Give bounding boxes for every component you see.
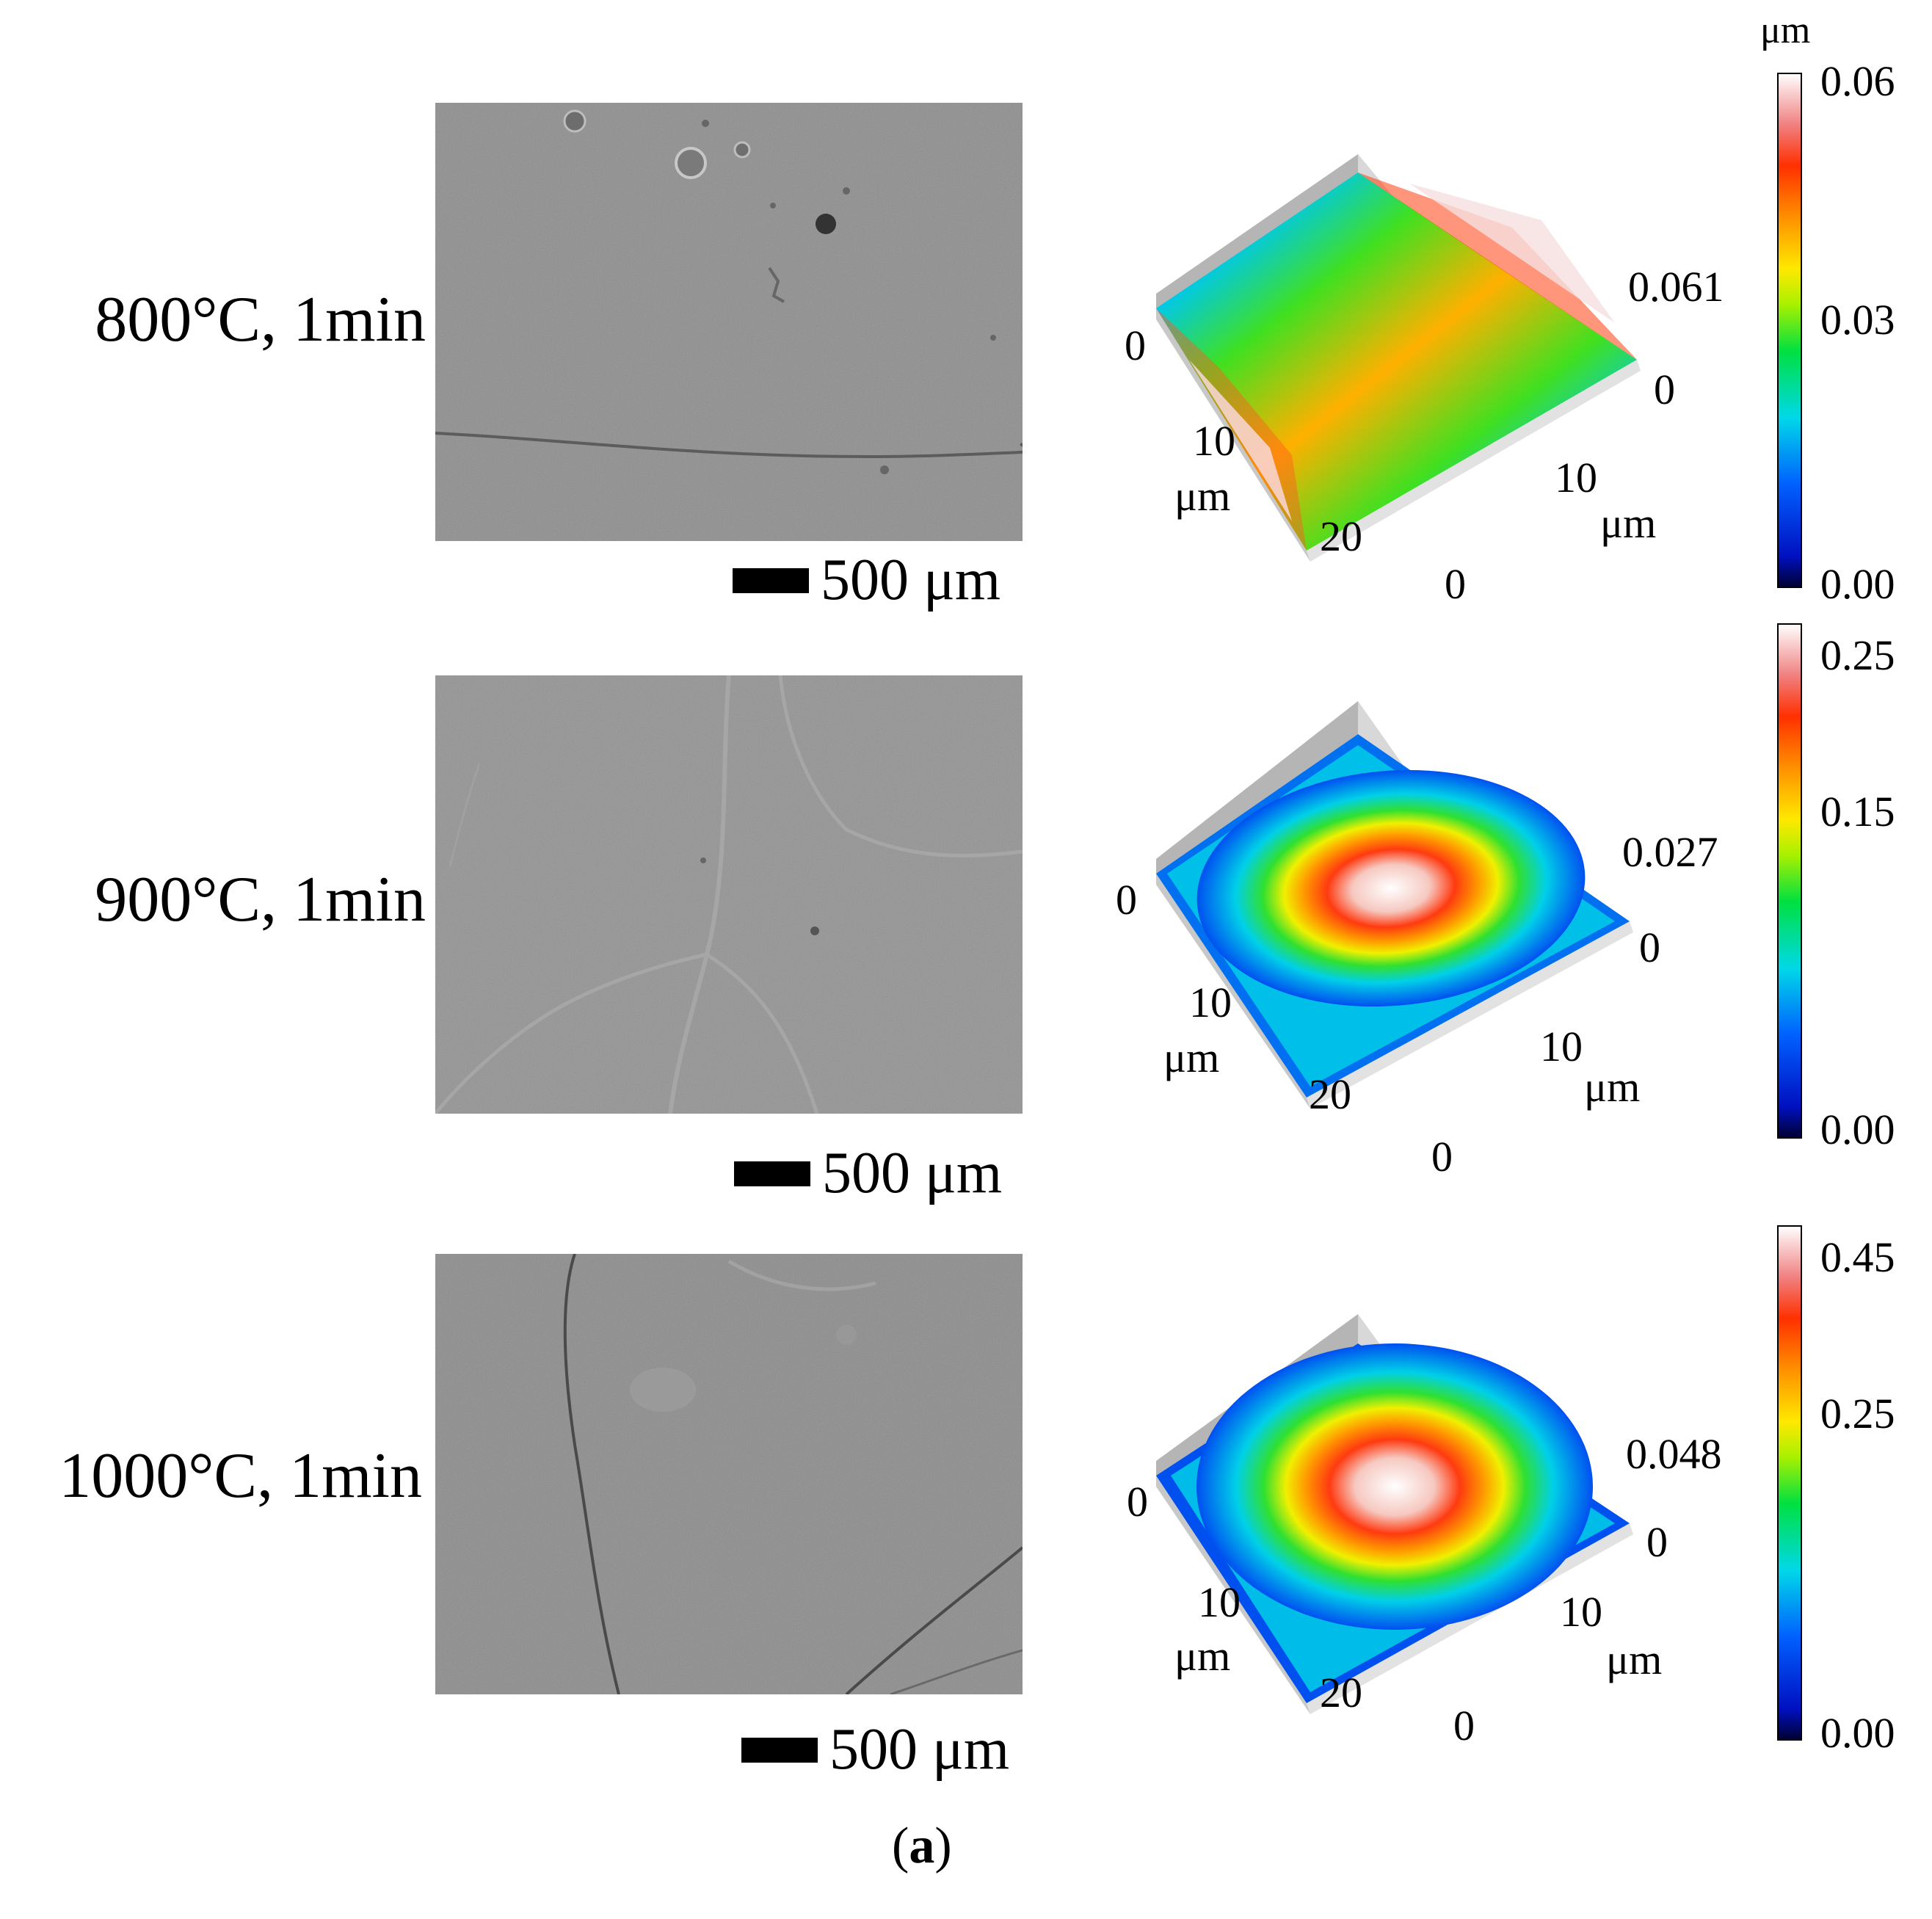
row-label-800: 800°C, 1min bbox=[95, 284, 426, 355]
afm-y-tick: 10 bbox=[1560, 1588, 1602, 1636]
afm-3d-plot-900: 0 10 μm 20 0 0.027 0 10 μm bbox=[1101, 701, 1762, 1180]
afm-x-unit: μm bbox=[1174, 472, 1230, 520]
colorbar-min: 0.00 bbox=[1820, 1709, 1895, 1757]
figure-caption: (a) bbox=[892, 1818, 952, 1874]
colorbar-max: 0.45 bbox=[1820, 1233, 1895, 1281]
afm-x-tick: 10 bbox=[1193, 417, 1235, 465]
afm-x-tick: 10 bbox=[1189, 979, 1232, 1026]
scale-bar-label: 500 μm bbox=[829, 1717, 1010, 1782]
sem-image-1000 bbox=[435, 1254, 1023, 1694]
colorbar-min: 0.00 bbox=[1820, 560, 1895, 608]
scale-bar bbox=[733, 568, 809, 593]
afm-3d-plot-800: 0 10 μm 20 0 0.061 0 10 μm bbox=[1101, 139, 1762, 617]
afm-x-tick: 20 bbox=[1320, 1669, 1362, 1716]
colorbar-1000: 0.45 0.25 0.00 bbox=[1754, 1219, 1931, 1806]
afm-surface bbox=[1156, 173, 1637, 551]
afm-x-unit: μm bbox=[1163, 1034, 1219, 1081]
colorbar-max: 0.25 bbox=[1820, 631, 1895, 679]
afm-x-tick: 20 bbox=[1320, 512, 1362, 560]
scale-bar bbox=[741, 1738, 818, 1763]
afm-x-tick: 0 bbox=[1125, 322, 1146, 369]
afm-y-tick: 0 bbox=[1639, 924, 1660, 971]
colorbar-unit: μm bbox=[1760, 10, 1810, 51]
colorbar-max: 0.06 bbox=[1820, 57, 1895, 105]
colorbar-900: 0.25 0.15 0.00 bbox=[1754, 609, 1931, 1197]
afm-y-unit: μm bbox=[1606, 1636, 1662, 1683]
row-label-900: 900°C, 1min bbox=[95, 864, 426, 935]
afm-y-unit: μm bbox=[1600, 499, 1656, 547]
colorbar-mid: 0.03 bbox=[1820, 296, 1895, 344]
afm-x-tick: 0 bbox=[1127, 1478, 1148, 1526]
afm-3d-plot-1000: 0 10 μm 20 0 0.048 0 10 μm bbox=[1101, 1314, 1762, 1791]
afm-y-tick: 10 bbox=[1540, 1023, 1583, 1070]
afm-z-max-label: 0.048 bbox=[1626, 1430, 1722, 1478]
afm-y-tick: 0 bbox=[1646, 1518, 1668, 1566]
afm-y-tick: 10 bbox=[1555, 454, 1597, 501]
afm-x-unit: μm bbox=[1174, 1632, 1230, 1680]
afm-z-max-label: 0.061 bbox=[1628, 263, 1724, 311]
afm-z-max-label: 0.027 bbox=[1622, 828, 1718, 876]
afm-x-tick: 10 bbox=[1198, 1578, 1241, 1626]
afm-x-tick: 0 bbox=[1116, 876, 1137, 924]
afm-x-tick: 0 bbox=[1453, 1702, 1475, 1749]
colorbar-mid: 0.25 bbox=[1820, 1390, 1895, 1437]
afm-y-unit: μm bbox=[1584, 1063, 1640, 1111]
afm-x-tick: 20 bbox=[1309, 1070, 1351, 1118]
sem-image-900 bbox=[435, 675, 1023, 1114]
colorbar-mid: 0.15 bbox=[1820, 788, 1895, 835]
row-label-1000: 1000°C, 1min bbox=[59, 1440, 422, 1512]
scale-bar bbox=[734, 1161, 810, 1186]
afm-y-tick: 0 bbox=[1654, 366, 1675, 413]
sem-image-800 bbox=[435, 103, 1023, 541]
scale-bar-label: 500 μm bbox=[821, 548, 1001, 612]
colorbar-min: 0.00 bbox=[1820, 1106, 1895, 1153]
colorbar-800: μm 0.06 0.03 0.00 bbox=[1754, 10, 1931, 609]
afm-x-tick: 0 bbox=[1431, 1133, 1453, 1180]
afm-x-tick: 0 bbox=[1445, 560, 1466, 608]
scale-bar-label: 500 μm bbox=[822, 1141, 1003, 1205]
